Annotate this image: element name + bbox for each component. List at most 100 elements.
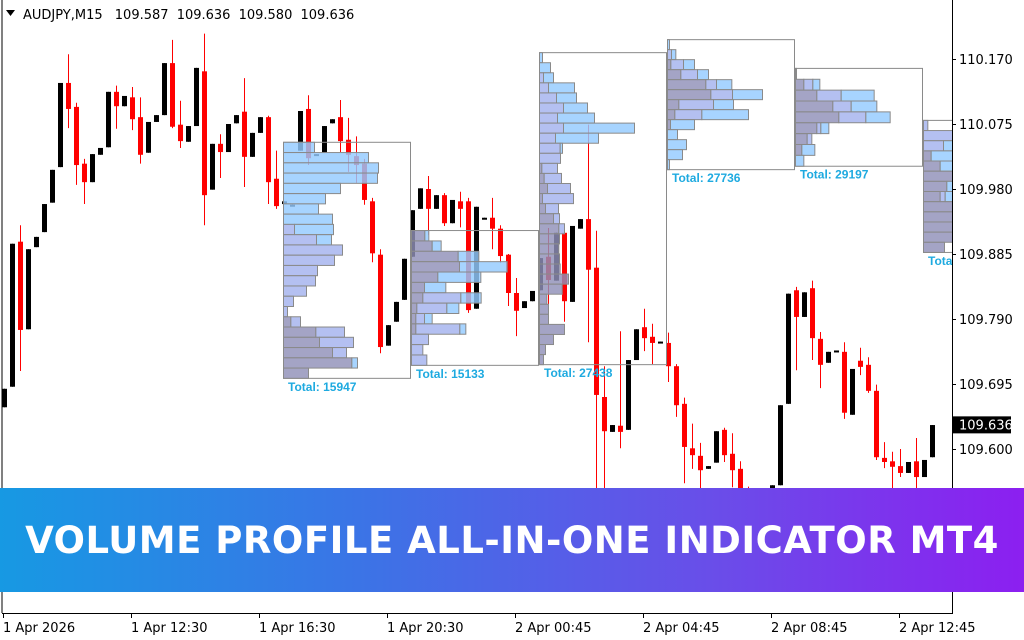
- candle: [690, 423, 695, 469]
- profile-bar: [539, 132, 556, 144]
- profile-bar: [943, 140, 952, 152]
- candle-body: [442, 195, 447, 224]
- profile-bar: [411, 230, 426, 242]
- triangle-down-icon[interactable]: [6, 10, 15, 16]
- candle-body: [794, 290, 799, 317]
- profile-bar: [283, 223, 295, 236]
- profile-bar: [667, 109, 676, 121]
- profile-bar: [422, 292, 462, 304]
- profile-bar: [670, 59, 684, 71]
- candle-body: [146, 121, 151, 153]
- profile-bar: [795, 89, 818, 102]
- profile-bar: [667, 69, 682, 81]
- profile-bar: [411, 250, 459, 263]
- volume-profile[interactable]: Total: [923, 119, 1024, 268]
- candle-body: [58, 82, 63, 168]
- candle-body: [338, 117, 343, 142]
- profile-bar: [290, 316, 302, 328]
- volume-profile[interactable]: Total: 15133: [411, 230, 539, 381]
- profile-bar: [923, 201, 952, 213]
- profile-bar: [674, 109, 703, 121]
- volume-profile[interactable]: Total: 15947: [283, 141, 411, 394]
- time-axis[interactable]: 1 Apr 2026 1 Apr 12:30 1 Apr 16:30 1 Apr 20…: [3, 613, 976, 636]
- high-price: 109.636: [177, 8, 231, 23]
- candle: [178, 100, 183, 148]
- candle: [898, 448, 903, 478]
- price-axis[interactable]: 110.170 110.075 109.980 109.885 109.790 109.6…: [952, 53, 1013, 458]
- candle-body: [682, 403, 687, 447]
- candle-body: [778, 405, 783, 486]
- profile-bar: [939, 160, 952, 172]
- profile-bar: [411, 240, 433, 252]
- profile-bar: [294, 223, 334, 236]
- profile-bar: [667, 139, 687, 151]
- profile-bar: [667, 99, 680, 111]
- candle: [386, 325, 391, 346]
- candle-body: [330, 119, 335, 124]
- profile-bar: [539, 273, 569, 285]
- candle-body: [786, 293, 791, 404]
- profile-bar: [283, 234, 317, 246]
- profile-bar: [283, 182, 341, 195]
- profile-bar: [558, 223, 565, 235]
- profile-bar: [543, 72, 554, 84]
- candle: [434, 195, 439, 209]
- banner-title: VOLUME PROFILE ALL-IN-ONE INDICATOR MT4: [25, 518, 999, 562]
- candle-body: [2, 388, 7, 408]
- profile-bar: [283, 275, 316, 287]
- candle-body: [10, 243, 15, 387]
- candle: [194, 67, 199, 127]
- candle: [850, 368, 855, 415]
- candle: [618, 331, 623, 449]
- volume-profile[interactable]: Total: 29197: [795, 67, 923, 182]
- profile-bar: [446, 302, 460, 314]
- symbol-label: AUDJPY,M15: [23, 8, 103, 23]
- candle: [834, 350, 839, 353]
- candle: [322, 126, 327, 153]
- candle: [778, 405, 783, 486]
- profile-bar: [411, 312, 417, 325]
- candle: [330, 119, 335, 124]
- volume-profile[interactable]: Total: 27438: [539, 52, 667, 380]
- candle: [698, 442, 703, 491]
- profile-bar: [411, 344, 424, 356]
- profile-bar: [283, 203, 319, 215]
- candle-body: [522, 301, 527, 309]
- candle-body: [914, 461, 919, 478]
- profile-bar: [795, 133, 808, 145]
- profile-bar: [431, 240, 442, 252]
- candle: [210, 143, 215, 190]
- time-tick-label: 1 Apr 16:30: [259, 621, 336, 636]
- candle-body: [842, 351, 847, 413]
- current-price-marker: [953, 416, 1011, 434]
- candle: [570, 225, 575, 302]
- candle-body: [738, 468, 743, 491]
- candle-body: [26, 249, 31, 330]
- profile-bar: [283, 367, 309, 379]
- time-tick-label: 1 Apr 12:30: [131, 621, 208, 636]
- candle-body: [802, 292, 807, 317]
- volume-profile[interactable]: Total: 27736: [667, 39, 795, 185]
- candle-body: [74, 106, 79, 166]
- profile-bar: [850, 100, 878, 113]
- candle: [82, 158, 87, 205]
- candle-body: [930, 425, 935, 458]
- candle: [154, 115, 159, 122]
- candle: [442, 193, 447, 226]
- profile-bar: [416, 302, 448, 314]
- profile-bar: [795, 100, 834, 113]
- candle-body: [906, 461, 911, 473]
- profile-bar: [803, 78, 814, 91]
- profile-bar: [795, 111, 840, 124]
- candle-body: [890, 461, 895, 467]
- profile-bar: [415, 323, 461, 335]
- candle-body: [242, 111, 247, 157]
- profile-bar: [539, 354, 544, 366]
- profile-bar: [283, 285, 307, 297]
- profile-bar: [840, 89, 875, 102]
- chart-header: AUDJPY,M15 109.587 109.636 109.580 109.6…: [6, 8, 354, 23]
- profile-bar: [795, 143, 803, 156]
- candle-body: [922, 459, 927, 478]
- price-tick-label: 109.790: [959, 313, 1013, 328]
